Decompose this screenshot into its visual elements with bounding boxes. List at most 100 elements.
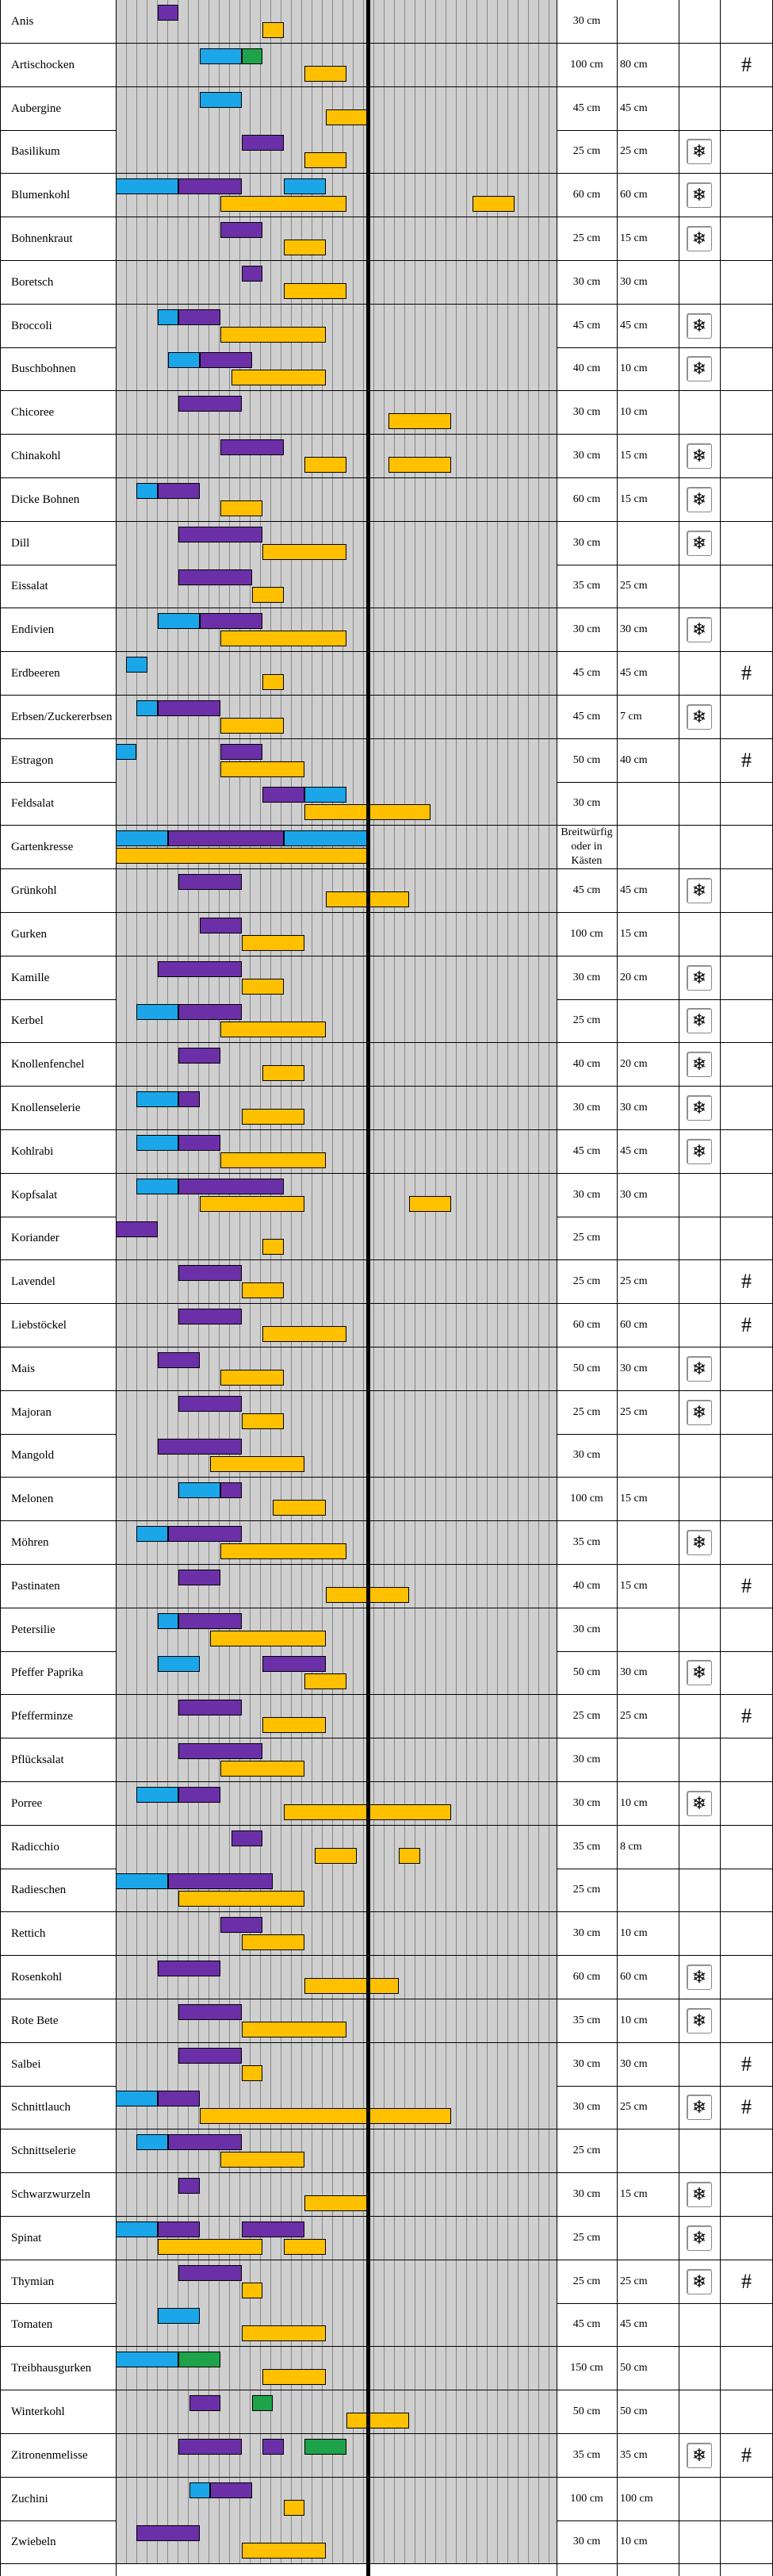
- row-spacing: 10 cm: [620, 362, 648, 375]
- column-border: [0, 0, 1, 2576]
- plant-name: Gurken: [11, 927, 47, 941]
- frost-cell: ❄: [679, 956, 720, 999]
- plant-name: Endivien: [11, 623, 55, 637]
- perennial-cell: [720, 1130, 773, 1173]
- harvest-bar: [210, 1456, 305, 1473]
- hash-icon: #: [741, 1313, 752, 1336]
- table-row: Dill 30 cm ❄: [0, 521, 773, 565]
- calendar-cells: [116, 782, 557, 826]
- table-row: Schnittselerie 25 cm: [0, 2129, 773, 2174]
- plant-name: Knollenfenchel: [11, 1058, 85, 1071]
- frost-cell: [679, 565, 720, 608]
- perennial-cell: [720, 2478, 773, 2520]
- sowing-indoor-bar: [168, 352, 200, 369]
- sowing-indoor-bar: [126, 657, 147, 673]
- table-row: Grünkohl 45 cm 45 cm ❄: [0, 869, 773, 913]
- row-spacing: 80 cm: [620, 58, 648, 71]
- plant-spacing: 30 cm: [572, 623, 601, 636]
- snowflake-icon: ❄: [687, 1399, 712, 1425]
- row-spacing: 15 cm: [620, 927, 648, 940]
- hash-icon: #: [741, 1574, 752, 1597]
- plant-name: Lavendel: [11, 1275, 55, 1289]
- table-row: Chicoree 30 cm 10 cm: [0, 391, 773, 435]
- row-spacing: 15 cm: [620, 493, 648, 505]
- calendar-cells: [116, 652, 557, 695]
- table-row: Artischocken 100 cm 80 cm #: [0, 43, 773, 87]
- sowing-outdoor-bar: [178, 2264, 242, 2281]
- snowflake-icon: ❄: [687, 226, 712, 251]
- frost-cell: ❄: [679, 1347, 720, 1390]
- calendar-cells: [116, 1521, 557, 1564]
- plant-spacing: 60 cm: [572, 493, 601, 505]
- frost-cell: ❄: [679, 1130, 720, 1173]
- plant-name: Grünkohl: [11, 884, 57, 897]
- calendar-cells: [116, 1738, 557, 1781]
- perennial-cell: #: [720, 1695, 773, 1738]
- plant-name: Artischocken: [11, 58, 75, 71]
- table-row: Treibhausgurken 150 cm 50 cm: [0, 2347, 773, 2391]
- sowing-outdoor-bar: [178, 1178, 284, 1194]
- calendar-cells: [116, 1781, 557, 1825]
- row-spacing: [617, 826, 679, 868]
- plant-spacing: 100 cm: [570, 927, 603, 940]
- harvest-bar: [220, 1022, 326, 1038]
- table-row: Eissalat 35 cm 25 cm: [0, 565, 773, 609]
- plant-spacing: 40 cm: [572, 1058, 601, 1071]
- harvest-bar: [241, 1934, 305, 1951]
- plant-spacing: 30 cm: [572, 2101, 601, 2114]
- plant-spacing: 25 cm: [572, 232, 601, 244]
- calendar-cells: [116, 2347, 557, 2390]
- harvest-bar: [283, 2238, 326, 2255]
- frost-cell: [679, 1217, 720, 1259]
- calendar-cells: [116, 0, 557, 43]
- row-spacing: 30 cm: [620, 2057, 648, 2070]
- plant-name: Rettich: [11, 1927, 46, 1941]
- frost-cell: [679, 0, 720, 43]
- row-spacing: 15 cm: [620, 1493, 648, 1505]
- perennial-cell: [720, 1087, 773, 1129]
- frost-cell: ❄: [679, 347, 720, 390]
- sowing-indoor-bar: [116, 2091, 158, 2107]
- plant-spacing: 45 cm: [572, 1144, 601, 1157]
- plant-name: Rosenkohl: [11, 1971, 63, 1984]
- sowing-indoor-bar: [157, 309, 179, 325]
- frost-cell: ❄: [679, 2434, 720, 2477]
- row-spacing: 45 cm: [620, 667, 648, 679]
- calendar-cells: [116, 391, 557, 435]
- harvest-bar: [210, 1630, 326, 1646]
- perennial-cell: [720, 435, 773, 477]
- table-row: Porree 30 cm 10 cm ❄: [0, 1781, 773, 1826]
- table-row: Chinakohl 30 cm 15 cm ❄: [0, 435, 773, 478]
- perennial-cell: [720, 2129, 773, 2172]
- calendar-cells: [116, 608, 557, 652]
- calendar-cells: [116, 477, 557, 521]
- harvest-bar: [262, 543, 347, 560]
- plant-spacing: 30 cm: [572, 2536, 601, 2548]
- table-row: Radieschen 25 cm: [0, 1869, 773, 1913]
- snowflake-icon: ❄: [687, 2442, 712, 2468]
- calendar-cells: [116, 2390, 557, 2433]
- plant-spacing: 25 cm: [572, 1884, 601, 1896]
- plant-name: Salbei: [11, 2057, 41, 2071]
- plant-name: Radieschen: [11, 1884, 67, 1897]
- sowing-outdoor-bar: [157, 2221, 200, 2237]
- snowflake-icon: ❄: [687, 2095, 712, 2121]
- perennial-cell: [720, 2520, 773, 2563]
- row-spacing: [617, 1869, 679, 1911]
- calendar-cells: [116, 174, 557, 217]
- frost-cell: ❄: [679, 1087, 720, 1129]
- frost-cell: [679, 1565, 720, 1608]
- row-spacing: 50 cm: [620, 2362, 648, 2375]
- sowing-outdoor-bar: [168, 830, 284, 847]
- plant-spacing: 35 cm: [572, 1536, 601, 1548]
- calendar-cells: [116, 2216, 557, 2260]
- calendar-cells: [116, 565, 557, 608]
- plant-spacing: 30 cm: [572, 1754, 601, 1765]
- plant-name: Gartenkresse: [11, 841, 74, 854]
- sowing-outdoor-bar: [178, 309, 221, 325]
- frost-cell: ❄: [679, 2217, 720, 2260]
- frost-cell: ❄: [679, 130, 720, 173]
- calendar-cells: [116, 1173, 557, 1217]
- plant-name: Zuchini: [11, 2492, 48, 2505]
